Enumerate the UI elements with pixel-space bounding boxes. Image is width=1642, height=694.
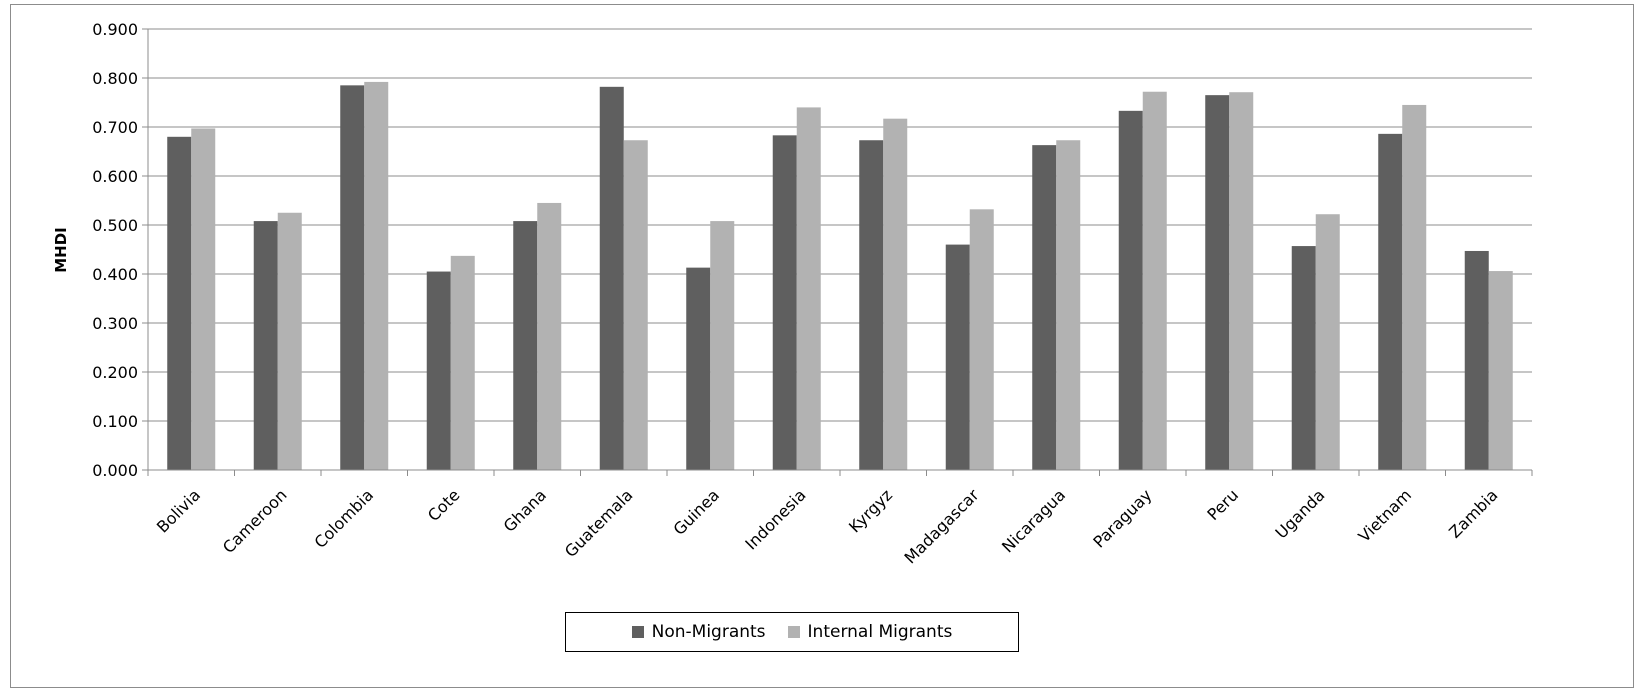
bar-non-migrants-kyrgyz	[859, 140, 884, 471]
x-tick-label: Indonesia	[741, 485, 809, 553]
y-tick-label: 0.500	[92, 216, 138, 235]
bar-non-migrants-bolivia	[167, 136, 192, 471]
bar-non-migrants-guinea	[686, 267, 711, 470]
bar-internal-migrants-paraguay	[1142, 91, 1167, 470]
y-tick-label: 0.600	[92, 167, 138, 186]
bar-internal-migrants-uganda	[1315, 214, 1340, 470]
x-tick-label: Nicaragua	[998, 485, 1069, 556]
bar-internal-migrants-cote	[450, 255, 475, 470]
bar-non-migrants-colombia	[340, 85, 365, 470]
x-tick-label: Zambia	[1445, 485, 1501, 541]
bar-non-migrants-ghana	[513, 221, 538, 470]
bar-internal-migrants-indonesia	[796, 107, 821, 471]
bar-internal-migrants-colombia	[364, 81, 389, 471]
x-tick-label: Colombia	[310, 485, 377, 552]
legend: Non-Migrants Internal Migrants	[565, 612, 1019, 652]
x-tick-label: Guinea	[669, 485, 723, 539]
x-tick-label: Ghana	[500, 485, 550, 535]
legend-swatch-series-2	[787, 626, 800, 638]
bar-non-migrants-vietnam	[1378, 133, 1403, 471]
bar-non-migrants-paraguay	[1118, 110, 1143, 470]
bar-internal-migrants-zambia	[1488, 271, 1513, 470]
bar-non-migrants-cameroon	[253, 221, 278, 470]
y-tick-label: 0.200	[92, 363, 138, 382]
x-tick-label: Paraguay	[1089, 485, 1155, 551]
bar-internal-migrants-vietnam	[1402, 104, 1427, 470]
x-tick-label: Uganda	[1271, 485, 1328, 542]
x-tick-label: Kyrgyz	[845, 485, 896, 536]
legend-label-series-2: Internal Migrants	[807, 622, 953, 642]
y-tick-label: 0.300	[92, 314, 138, 333]
y-tick-label: 0.700	[92, 118, 138, 137]
bar-non-migrants-nicaragua	[1032, 145, 1057, 470]
bar-non-migrants-zambia	[1464, 250, 1489, 470]
bar-internal-migrants-ghana	[537, 202, 562, 470]
y-axis-label: MHDI	[52, 227, 70, 273]
bar-internal-migrants-nicaragua	[1056, 140, 1081, 471]
y-tick-label: 0.100	[92, 412, 138, 431]
x-tick-label: Madagascar	[901, 485, 983, 567]
legend-label-series-1: Non-Migrants	[651, 622, 766, 642]
y-tick-label: 0.800	[92, 69, 138, 88]
bar-non-migrants-indonesia	[772, 135, 797, 470]
bar-non-migrants-uganda	[1291, 246, 1316, 470]
x-tick-label: Cameroon	[219, 485, 291, 557]
bar-non-migrants-cote	[426, 271, 451, 470]
bar-internal-migrants-kyrgyz	[883, 118, 908, 471]
legend-item-series-1: Non-Migrants	[631, 622, 766, 642]
x-tick-label: Guatemala	[561, 485, 637, 561]
x-tick-label: Bolivia	[153, 485, 204, 536]
bar-internal-migrants-madagascar	[969, 209, 994, 470]
x-tick-label: Vietnam	[1354, 485, 1415, 546]
bar-internal-migrants-bolivia	[191, 128, 216, 470]
bar-non-migrants-madagascar	[945, 244, 970, 470]
y-tick-label: 0.000	[92, 461, 138, 480]
y-tick-label: 0.400	[92, 265, 138, 284]
bar-internal-migrants-peru	[1229, 92, 1254, 471]
bar-internal-migrants-cameroon	[277, 212, 302, 470]
legend-item-series-2: Internal Migrants	[787, 622, 953, 642]
bar-internal-migrants-guatemala	[623, 140, 648, 471]
y-tick-label: 0.900	[92, 20, 138, 39]
bar-internal-migrants-guinea	[710, 221, 735, 470]
legend-swatch-series-1	[631, 626, 644, 638]
bars	[167, 81, 1513, 471]
bar-non-migrants-guatemala	[599, 86, 624, 470]
bar-non-migrants-peru	[1205, 95, 1230, 471]
x-tick-label: Peru	[1203, 485, 1242, 524]
x-tick-label: Cote	[424, 485, 464, 525]
